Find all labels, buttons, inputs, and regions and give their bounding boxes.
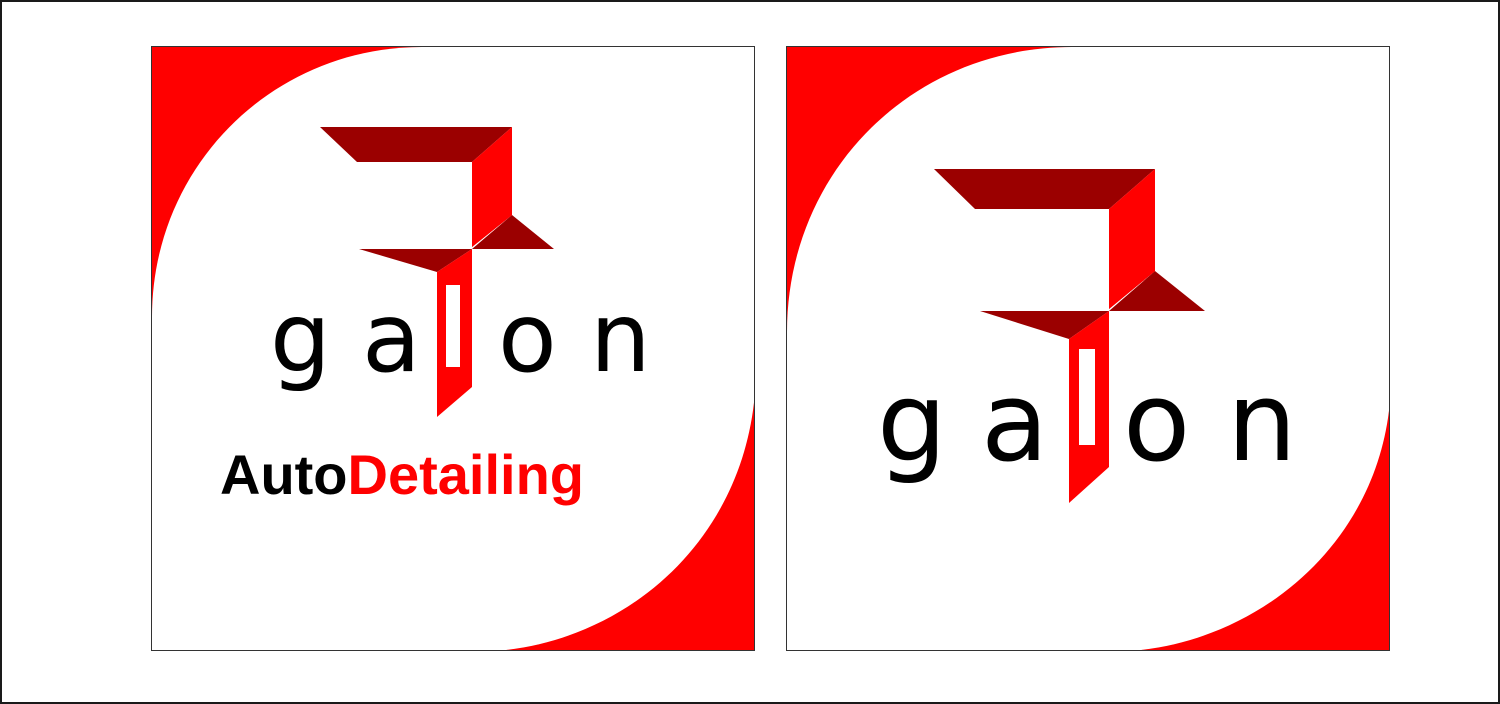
- tagline-detailing: Detailing: [347, 443, 584, 506]
- logo-variant-plain: galon g a o n: [786, 46, 1390, 651]
- logo-variant-with-tagline: galon g a o n AutoDetailing: [151, 46, 755, 651]
- tagline-auto: Auto: [220, 443, 348, 506]
- f-mark-icon: [934, 169, 1205, 503]
- logo-artwork: [787, 47, 1389, 650]
- logo-artwork: [152, 47, 754, 650]
- f-mark-icon: [320, 127, 554, 417]
- tagline: AutoDetailing: [220, 447, 584, 503]
